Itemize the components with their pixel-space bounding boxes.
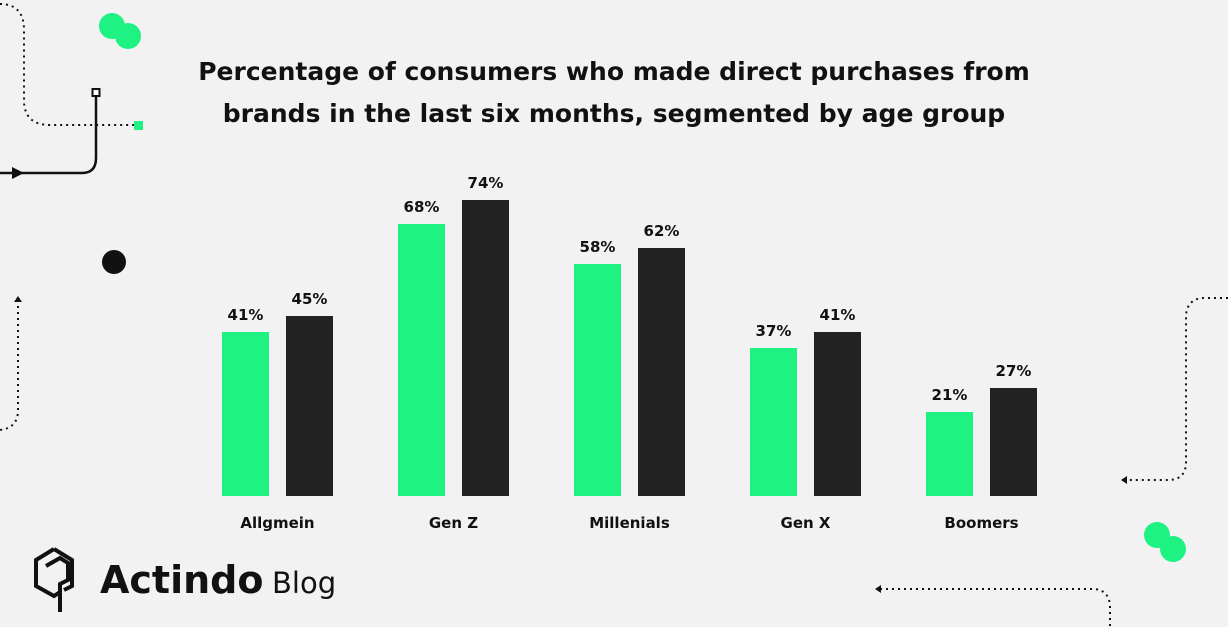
brand-name: Actindo <box>100 558 264 602</box>
actindo-logo-icon <box>34 547 74 612</box>
arrow-icon <box>12 167 24 179</box>
bars: 41% 45% Allgmein 68% 74% Gen Z 58% 62% Millenial… <box>222 174 1037 532</box>
category-label: Allgmein <box>240 514 314 532</box>
data-label: 37% <box>756 322 792 340</box>
green-square-icon <box>134 121 143 130</box>
data-label: 74% <box>468 174 504 192</box>
category-label: Gen Z <box>429 514 478 532</box>
data-label: 27% <box>996 362 1032 380</box>
category-label: Millenials <box>589 514 670 532</box>
chart-title-line-2: brands in the last six months, segmented… <box>223 99 1005 128</box>
brand-suffix: Blog <box>272 566 336 600</box>
dot-icon <box>102 250 126 274</box>
data-label: 62% <box>644 222 680 240</box>
data-label: 41% <box>820 306 856 324</box>
data-label: 41% <box>228 306 264 324</box>
category-label: Boomers <box>944 514 1018 532</box>
bar-millenials-series-2 <box>638 248 685 496</box>
category-label: Gen X <box>781 514 831 532</box>
data-label: 45% <box>292 290 328 308</box>
bar-gen-x-series-1 <box>750 348 797 496</box>
data-label: 58% <box>580 238 616 256</box>
square-node-icon <box>91 88 101 97</box>
bar-boomers-series-1 <box>926 412 973 496</box>
brand-logo: Actindo Blog <box>34 547 336 612</box>
bar-boomers-series-2 <box>990 388 1037 496</box>
bar-gen-x-series-2 <box>814 332 861 496</box>
bar-millenials-series-1 <box>574 264 621 496</box>
decorations <box>0 3 1228 627</box>
bar-allgmein-series-1 <box>222 332 269 496</box>
data-label: 68% <box>404 198 440 216</box>
bar-gen-z-series-2 <box>462 200 509 496</box>
bar-allgmein-series-2 <box>286 316 333 496</box>
data-label: 21% <box>932 386 968 404</box>
chart-title-line-1: Percentage of consumers who made direct … <box>198 57 1030 86</box>
bar-gen-z-series-1 <box>398 224 445 496</box>
